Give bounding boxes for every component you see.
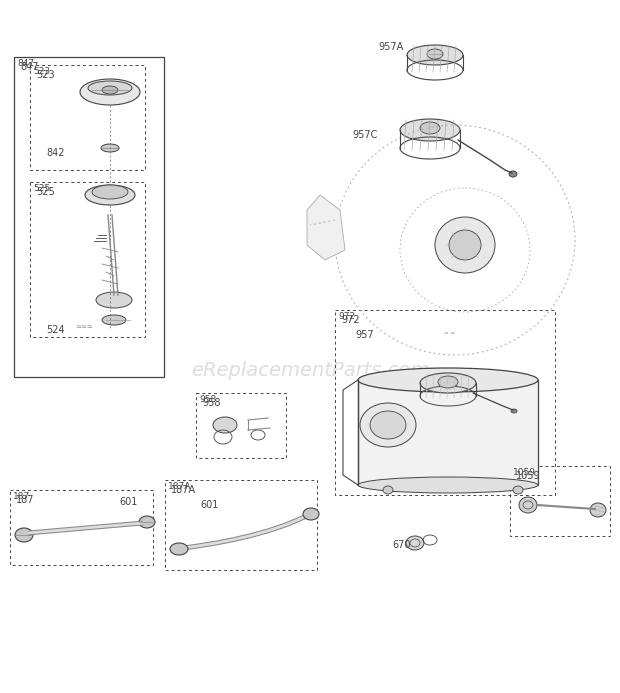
Text: 847: 847 [17, 59, 34, 68]
Ellipse shape [102, 86, 118, 94]
Text: 523: 523 [36, 70, 55, 80]
Ellipse shape [406, 536, 424, 550]
Ellipse shape [400, 119, 460, 141]
Bar [196, 393, 286, 458]
Text: 601: 601 [200, 500, 218, 510]
Text: 670: 670 [392, 540, 410, 550]
Text: 187: 187 [13, 492, 30, 501]
Text: 525: 525 [36, 187, 55, 197]
Text: 847: 847 [20, 62, 38, 72]
Ellipse shape [509, 171, 517, 177]
Ellipse shape [101, 144, 119, 152]
Text: 524: 524 [46, 325, 64, 335]
Text: 1059: 1059 [513, 468, 536, 477]
Ellipse shape [449, 230, 481, 260]
Ellipse shape [513, 486, 523, 494]
Text: 958: 958 [199, 395, 216, 404]
Text: eReplacementParts.com: eReplacementParts.com [191, 360, 429, 380]
Text: ≈ ≈: ≈ ≈ [445, 331, 456, 336]
Ellipse shape [383, 486, 393, 494]
Text: 187A: 187A [168, 482, 192, 491]
Ellipse shape [360, 403, 416, 447]
Ellipse shape [213, 417, 237, 433]
Text: 957A: 957A [378, 42, 403, 52]
Ellipse shape [519, 497, 537, 513]
Ellipse shape [139, 516, 155, 528]
Polygon shape [307, 195, 345, 260]
Ellipse shape [15, 528, 33, 542]
Bar [165, 480, 317, 570]
Ellipse shape [85, 185, 135, 205]
Ellipse shape [590, 503, 606, 517]
Bar [30, 182, 145, 337]
Ellipse shape [358, 368, 538, 392]
Polygon shape [358, 380, 538, 485]
Ellipse shape [511, 409, 517, 413]
Text: 957: 957 [355, 330, 374, 340]
Bar [510, 466, 610, 536]
Bar [10, 490, 153, 565]
Ellipse shape [407, 45, 463, 65]
Text: 1059: 1059 [516, 471, 541, 481]
Bar [14, 57, 164, 377]
Ellipse shape [102, 315, 126, 325]
Ellipse shape [370, 411, 406, 439]
Ellipse shape [438, 376, 458, 388]
Text: 187: 187 [16, 495, 35, 505]
Ellipse shape [80, 79, 140, 105]
Ellipse shape [96, 292, 132, 308]
Bar [30, 65, 145, 170]
Ellipse shape [420, 122, 440, 134]
Bar [335, 310, 555, 495]
Ellipse shape [170, 543, 188, 555]
Ellipse shape [420, 373, 476, 393]
Ellipse shape [435, 217, 495, 273]
Text: 601: 601 [119, 497, 138, 507]
Ellipse shape [92, 185, 128, 199]
Text: 187A: 187A [171, 485, 196, 495]
Ellipse shape [427, 49, 443, 59]
Text: 525: 525 [33, 184, 50, 193]
Text: ≈≈≈: ≈≈≈ [75, 324, 92, 330]
Ellipse shape [303, 508, 319, 520]
Text: 972: 972 [338, 312, 355, 321]
Text: 957C: 957C [352, 130, 378, 140]
Text: 972: 972 [341, 315, 360, 325]
Text: 958: 958 [202, 398, 221, 408]
Ellipse shape [88, 81, 132, 95]
Text: 842: 842 [46, 148, 64, 158]
Ellipse shape [358, 477, 538, 493]
Text: 523: 523 [33, 67, 50, 76]
